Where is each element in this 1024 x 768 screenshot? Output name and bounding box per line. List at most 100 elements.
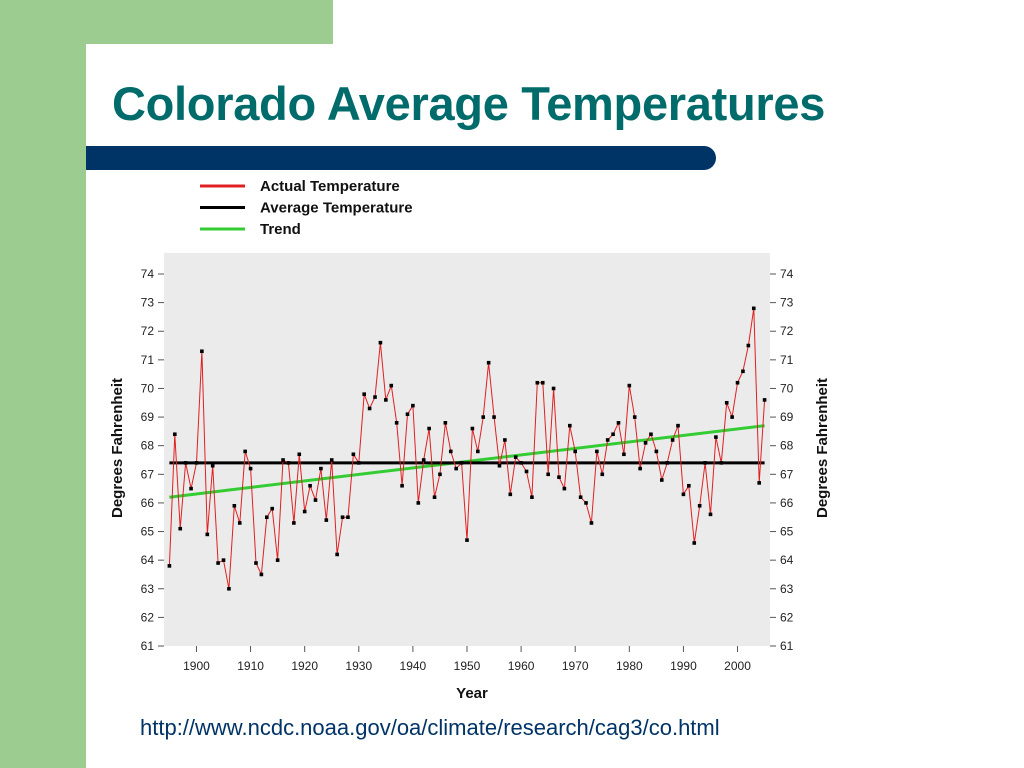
data-point (535, 380, 540, 385)
y-tick-label-left: 73 (141, 296, 155, 310)
data-point (210, 463, 215, 468)
data-point (200, 349, 204, 354)
data-point (578, 495, 583, 499)
x-tick-label: 1910 (237, 659, 264, 673)
data-point (400, 483, 404, 488)
y-tick-label-left: 69 (141, 410, 155, 424)
data-point (703, 461, 707, 465)
data-point (497, 463, 502, 468)
data-point (275, 558, 280, 562)
data-point (568, 423, 572, 428)
data-point (362, 392, 366, 396)
y-tick-label-left: 61 (141, 639, 155, 653)
data-point (486, 360, 491, 365)
y-tick-label-left: 68 (141, 439, 155, 453)
data-point (232, 503, 237, 508)
data-point (595, 449, 599, 454)
data-point (546, 472, 550, 477)
data-point (557, 475, 561, 479)
data-point (427, 426, 431, 431)
data-point (540, 380, 545, 385)
data-point (183, 461, 188, 465)
data-point (454, 466, 458, 471)
data-point (227, 586, 231, 591)
y-tick-label-right: 63 (780, 582, 794, 596)
data-point (751, 306, 756, 311)
data-point (692, 541, 697, 545)
data-point (351, 452, 356, 457)
plot-area (164, 253, 770, 646)
data-point (762, 398, 767, 402)
data-point (421, 458, 426, 462)
data-point (286, 461, 291, 465)
data-point (459, 461, 464, 465)
data-point (551, 386, 556, 391)
data-point (503, 438, 507, 442)
x-tick-label: 1980 (616, 659, 643, 673)
y-tick-label-right: 66 (780, 496, 794, 510)
data-point (265, 515, 269, 520)
x-tick-label: 1950 (454, 659, 481, 673)
data-point (237, 521, 242, 525)
x-tick-label: 1970 (562, 659, 589, 673)
data-point (248, 466, 253, 471)
data-point (216, 561, 220, 565)
x-axis-label: Year (456, 685, 488, 702)
data-point (194, 461, 199, 465)
data-point (367, 406, 372, 411)
x-tick-label: 2000 (724, 659, 751, 673)
data-point (178, 526, 183, 531)
y-tick-label-right: 64 (780, 553, 794, 567)
y-tick-label-right: 65 (780, 525, 794, 539)
data-point (757, 481, 761, 485)
data-point (746, 343, 751, 348)
data-point (270, 506, 275, 511)
data-point (627, 383, 632, 388)
data-point (665, 461, 669, 465)
top-decor-band (0, 0, 333, 44)
data-point (724, 400, 729, 405)
x-tick-label: 1930 (345, 659, 372, 673)
data-point (346, 515, 350, 520)
data-point (405, 412, 410, 417)
data-point (649, 432, 653, 437)
data-point (281, 458, 285, 462)
y-tick-label-left: 62 (141, 610, 155, 624)
data-point (638, 466, 642, 471)
data-point (600, 472, 605, 477)
temperature-chart: Actual Temperature Average Temperature Tre… (109, 178, 831, 702)
y-axis-label-left: Degrees Fahrenheit (109, 378, 126, 518)
axis-labels: Year Degrees Fahrenheit Degrees Fahrenheit (109, 378, 831, 702)
y-tick-label-right: 69 (780, 410, 794, 424)
data-point (519, 461, 523, 465)
data-point (524, 469, 529, 474)
chart-legend: Actual Temperature Average Temperature Tre… (200, 178, 413, 238)
side-decor-band (0, 0, 86, 768)
data-point (432, 495, 437, 499)
data-point (254, 561, 258, 565)
y-tick-label-left: 67 (141, 467, 155, 481)
x-tick-label: 1990 (670, 659, 697, 673)
data-point (632, 415, 637, 419)
data-point (513, 455, 518, 459)
data-point (411, 403, 415, 408)
slide-title: Colorado Average Temperatures (112, 77, 826, 130)
legend-label: Actual Temperature (260, 178, 400, 195)
data-point (324, 518, 329, 522)
y-tick-label-left: 70 (141, 381, 155, 395)
data-point (297, 452, 302, 457)
data-point (622, 452, 626, 457)
data-point (616, 421, 621, 425)
y-tick-label-right: 70 (780, 381, 794, 395)
data-point (167, 564, 172, 568)
y-tick-label-left: 63 (141, 582, 155, 596)
y-tick-label-left: 71 (141, 353, 155, 367)
y-tick-label-right: 62 (780, 610, 794, 624)
source-url[interactable]: http://www.ncdc.noaa.gov/oa/climate/rese… (140, 715, 720, 740)
data-point (708, 512, 713, 517)
data-point (205, 532, 210, 537)
data-point (643, 441, 648, 445)
y-tick-label-right: 67 (780, 467, 794, 481)
y-tick-label-right: 73 (780, 296, 794, 310)
data-point (302, 509, 307, 514)
